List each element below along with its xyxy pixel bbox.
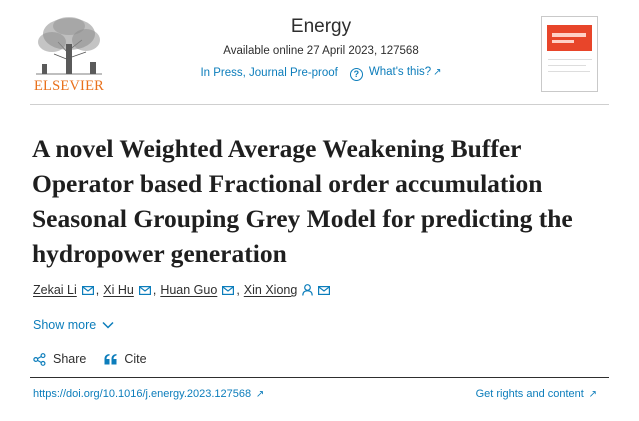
journal-cover-thumbnail[interactable] [541,16,598,92]
status-row: In Press, Journal Pre-proof ? What's this… [180,65,462,81]
elsevier-wordmark: ELSEVIER [33,78,105,94]
author-link[interactable]: Xi Hu [103,283,134,297]
article-header: ELSEVIER Energy Available online 27 Apri… [0,0,639,106]
journal-title-link[interactable]: Energy [290,16,352,37]
doi-text: https://doi.org/10.1016/j.energy.2023.12… [33,388,252,400]
author-link[interactable]: Zekai Li [33,283,77,297]
journal-info: Energy Available online 27 April 2023, 1… [180,14,462,81]
author-separator: , [236,283,240,297]
share-button[interactable]: Share [33,352,86,366]
show-more-button[interactable]: Show more [33,318,114,332]
author-link[interactable]: Xin Xiong [243,283,298,297]
availability-text: Available online 27 April 2023, 127568 [223,45,419,57]
cite-label: Cite [124,352,147,366]
mail-icon[interactable] [138,285,151,295]
header-divider [30,104,609,105]
external-link-icon: ↗ [433,67,442,78]
article-actions: Share Cite [33,352,165,366]
external-link-icon: ↗ [585,389,597,400]
whats-this-link[interactable]: ? What's this? ↗ [349,65,442,81]
cite-button[interactable]: Cite [104,352,147,366]
mail-icon[interactable] [222,285,235,295]
whats-this-label: What's this? [368,66,432,78]
article-title: A novel Weighted Average Weakening Buffe… [32,134,573,268]
share-label: Share [53,352,87,366]
rights-link[interactable]: Get rights and content ↗ [476,388,597,400]
external-link-icon: ↗ [253,389,265,400]
person-icon[interactable] [302,284,314,296]
author-list: Zekai Li , Xi Hu , Huan Guo , Xin Xiong [33,283,331,297]
share-icon [33,352,46,366]
show-more-label: Show more [33,318,97,332]
quote-icon [104,353,117,364]
footer-divider [30,377,609,378]
chevron-down-icon [102,321,114,329]
author-separator: , [152,283,157,297]
elsevier-logo[interactable]: ELSEVIER [30,14,108,94]
doi-link[interactable]: https://doi.org/10.1016/j.energy.2023.12… [33,388,264,400]
in-press-link[interactable]: In Press, Journal Pre-proof [200,66,338,79]
elsevier-tree-icon [36,17,102,75]
author-separator: , [95,283,100,297]
author-link[interactable]: Huan Guo [160,283,218,297]
mail-icon[interactable] [318,285,331,295]
cover-title-band [547,25,592,51]
mail-icon[interactable] [81,285,94,295]
help-icon: ? [349,68,363,81]
rights-text: Get rights and content [475,388,584,400]
